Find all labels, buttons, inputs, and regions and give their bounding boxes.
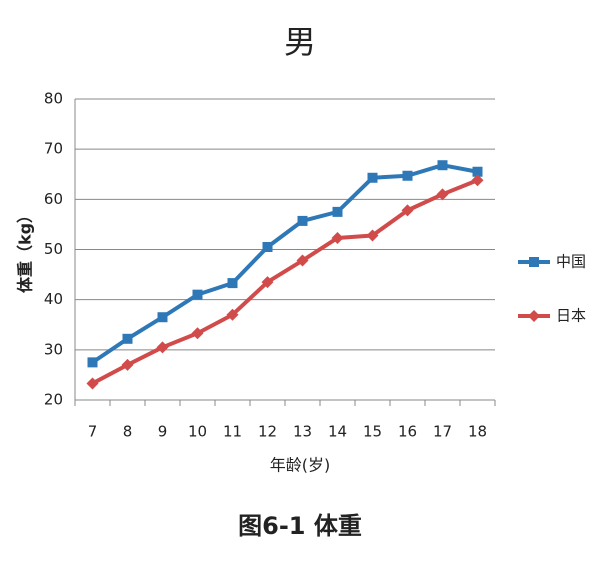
marker	[331, 231, 344, 244]
marker	[402, 170, 413, 181]
marker	[297, 215, 308, 226]
marker	[261, 276, 274, 289]
marker	[226, 308, 239, 321]
marker	[296, 254, 309, 267]
x-tick-label: 7	[88, 423, 98, 441]
marker	[366, 229, 379, 242]
marker	[121, 358, 134, 371]
x-tick-label: 12	[258, 423, 277, 441]
marker	[437, 160, 448, 171]
legend-label: 中国	[556, 253, 586, 271]
marker	[529, 257, 539, 267]
y-tick-label: 50	[44, 240, 63, 258]
y-axis-label: 体重（kg）	[16, 207, 35, 293]
marker	[192, 289, 203, 300]
x-axis-label: 年龄(岁)	[270, 456, 331, 475]
marker	[227, 278, 238, 289]
marker	[436, 188, 449, 201]
x-tick-label: 10	[188, 423, 207, 441]
marker	[471, 174, 484, 187]
x-tick-label: 13	[293, 423, 312, 441]
marker	[156, 341, 169, 354]
legend-label: 日本	[556, 307, 586, 325]
x-tick-label: 18	[468, 423, 487, 441]
marker	[87, 357, 98, 368]
y-tick-label: 60	[44, 190, 63, 208]
y-tick-label: 80	[44, 90, 63, 108]
x-tick-label: 11	[223, 423, 242, 441]
marker	[157, 312, 168, 323]
marker	[332, 206, 343, 217]
x-tick-label: 9	[158, 423, 168, 441]
chart-title: 男	[284, 23, 316, 61]
x-tick-label: 17	[433, 423, 452, 441]
y-tick-label: 40	[44, 290, 63, 308]
marker	[401, 204, 414, 217]
marker	[122, 333, 133, 344]
series-line	[91, 178, 479, 386]
x-tick-label: 15	[363, 423, 382, 441]
caption: 图6-1 体重	[238, 512, 362, 540]
x-tick-label: 14	[328, 423, 347, 441]
y-tick-label: 70	[44, 140, 63, 158]
y-tick-label: 20	[44, 391, 63, 409]
marker	[191, 327, 204, 340]
marker	[86, 377, 99, 390]
x-tick-label: 16	[398, 423, 417, 441]
x-tick-label: 8	[123, 423, 133, 441]
series-line	[91, 163, 478, 365]
y-tick-label: 30	[44, 340, 63, 358]
marker	[367, 172, 378, 183]
marker	[472, 166, 483, 177]
marker	[262, 241, 273, 252]
marker	[528, 310, 540, 322]
